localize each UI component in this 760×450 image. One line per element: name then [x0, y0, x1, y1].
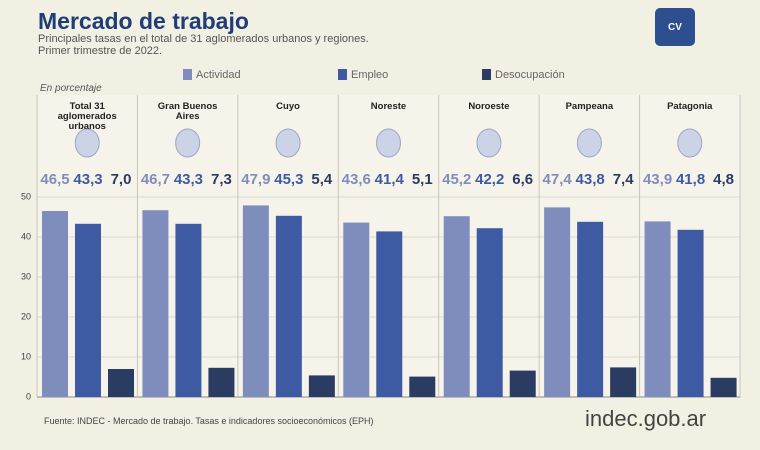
- value-label: 43,6: [342, 171, 371, 188]
- value-label: 43,3: [73, 171, 102, 188]
- bar: [376, 231, 403, 397]
- bar: [443, 216, 470, 397]
- region-map: [175, 128, 201, 158]
- bar: [544, 207, 571, 397]
- bar: [42, 211, 68, 397]
- bar: [476, 228, 503, 397]
- value-label: 45,3: [274, 171, 303, 188]
- category-label: Noreste: [370, 101, 407, 112]
- y-tick-label: 10: [21, 351, 31, 361]
- value-label: 43,9: [643, 171, 672, 188]
- logo[interactable]: indec.gob.ar: [585, 406, 707, 431]
- value-label: 41,8: [676, 171, 705, 188]
- value-label: 47,9: [241, 171, 270, 188]
- value-label: 7,4: [613, 171, 635, 188]
- value-label: 41,4: [375, 171, 405, 188]
- bar: [577, 221, 604, 397]
- category-label: Gran Buenos Aires: [157, 101, 218, 122]
- title: Mercado de trabajo: [38, 8, 249, 34]
- bar: [343, 222, 370, 397]
- bar: [308, 375, 335, 397]
- region-map: [677, 128, 703, 158]
- category-label: Cuyo: [276, 101, 300, 112]
- legend-swatch: [183, 69, 192, 80]
- value-label: 7,0: [111, 171, 132, 188]
- y-tick-label: 20: [21, 311, 31, 321]
- category-label: Total 31 aglomerados urbanos: [57, 101, 117, 132]
- subtitle: Primer trimestre de 2022.: [38, 45, 163, 57]
- y-tick-label: 40: [21, 231, 31, 241]
- value-label: 43,3: [174, 171, 203, 188]
- bar: [644, 221, 671, 397]
- subtitle: Principales tasas en el total de 31 aglo…: [38, 33, 369, 45]
- legend-label: Actividad: [196, 69, 241, 81]
- region-map: [376, 128, 401, 158]
- region-map: [74, 128, 100, 158]
- bar: [108, 369, 134, 397]
- region-map: [275, 128, 301, 158]
- legend-label: Empleo: [351, 69, 388, 81]
- legend-swatch: [338, 69, 347, 80]
- category-label: Pampeana: [565, 101, 614, 112]
- region-map: [576, 128, 602, 158]
- value-label: 7,3: [211, 171, 232, 188]
- legend-swatch: [482, 69, 491, 80]
- y-tick-label: 30: [21, 271, 31, 281]
- value-label: 46,7: [141, 171, 170, 188]
- cv-icon[interactable]: CV: [655, 8, 695, 46]
- value-label: 5,1: [412, 171, 433, 188]
- bar: [142, 210, 169, 397]
- value-label: 42,2: [475, 171, 504, 188]
- bar: [610, 367, 637, 397]
- unit-label: En porcentaje: [40, 83, 102, 94]
- value-label: 5,4: [311, 171, 333, 188]
- category-label: Noroeste: [468, 101, 510, 112]
- region-map: [476, 128, 502, 158]
- y-tick-label: 0: [26, 391, 31, 401]
- bar: [242, 205, 269, 397]
- source: Fuente: INDEC - Mercado de trabajo. Tasa…: [44, 416, 374, 426]
- bar: [275, 215, 302, 397]
- bar: [677, 229, 704, 397]
- value-label: 6,6: [512, 171, 533, 188]
- legend-label: Desocupación: [495, 69, 565, 81]
- y-tick-label: 50: [21, 191, 31, 201]
- bar: [710, 377, 737, 397]
- category-label: Patagonia: [667, 101, 713, 112]
- bar: [75, 223, 101, 397]
- bar: [409, 376, 436, 397]
- value-label: 4,8: [713, 171, 734, 188]
- bar: [208, 367, 235, 397]
- value-label: 46,5: [40, 171, 69, 188]
- bar: [509, 370, 536, 397]
- value-label: 47,4: [543, 171, 573, 188]
- value-label: 43,8: [576, 171, 605, 188]
- bar: [175, 223, 202, 397]
- value-label: 45,2: [442, 171, 471, 188]
